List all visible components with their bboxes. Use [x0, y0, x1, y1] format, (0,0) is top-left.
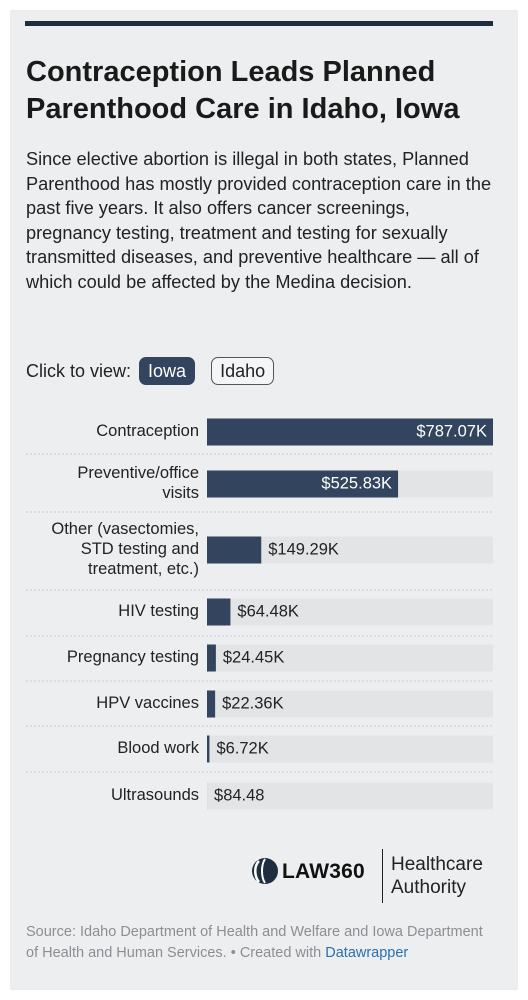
bar — [207, 644, 216, 672]
state-toggle: Click to view: Iowa Idaho — [26, 356, 290, 386]
category-label: HPV vaccines — [96, 694, 199, 712]
chart-description: Since elective abortion is illegal in bo… — [26, 149, 492, 292]
law360-logo: LAW360 Healthcare Authority — [250, 846, 490, 906]
category-label: Blood work — [117, 739, 199, 757]
chart-title: Contraception Leads Planned Parenthood C… — [26, 56, 460, 125]
toggle-iowa-button[interactable]: Iowa — [139, 357, 196, 385]
category-label: Other (vasectomies, STD testing and treatm… — [51, 520, 199, 578]
bar — [207, 690, 216, 718]
top-rule — [25, 21, 493, 26]
bar — [207, 418, 493, 446]
toggle-label: Click to view: — [26, 360, 132, 381]
bar-track — [207, 644, 493, 672]
value-label: $24.45K — [223, 648, 284, 666]
value-label: $22.36K — [222, 694, 283, 712]
value-label: $64.48K — [237, 602, 298, 620]
toggle-idaho-button[interactable]: Idaho — [211, 357, 275, 385]
bar — [207, 470, 399, 498]
logo-subtitle: Healthcare Authority — [391, 854, 483, 898]
bar — [207, 735, 210, 763]
category-label: Ultrasounds — [111, 786, 199, 804]
bar-track — [207, 782, 493, 810]
value-label: $525.83K — [321, 474, 392, 492]
category-label: HIV testing — [118, 602, 199, 620]
category-label: Contraception — [96, 422, 199, 440]
datawrapper-link[interactable]: Datawrapper — [325, 945, 409, 961]
logo-divider — [382, 849, 383, 903]
source-text: Source: Idaho Department of Health and W… — [26, 924, 483, 961]
category-label: Pregnancy testing — [67, 648, 199, 666]
source-note: Source: Idaho Department of Health and W… — [26, 922, 496, 964]
bar-track — [207, 735, 493, 763]
bar-track — [207, 598, 493, 626]
value-label: $787.07K — [416, 422, 487, 440]
bar-track — [207, 690, 493, 718]
law360-wordmark: LAW360 — [282, 860, 365, 883]
bar-chart: Contraception $787.07K Preventive/office vi… — [26, 418, 494, 810]
category-label: Preventive/office visits — [77, 464, 199, 502]
value-label: $149.29K — [268, 540, 339, 558]
chart-card — [10, 10, 518, 990]
bar — [207, 598, 231, 626]
value-label: $6.72K — [216, 739, 268, 757]
bar — [207, 536, 262, 564]
law360-globe-icon — [252, 858, 278, 884]
value-label: $84.48 — [214, 786, 264, 804]
